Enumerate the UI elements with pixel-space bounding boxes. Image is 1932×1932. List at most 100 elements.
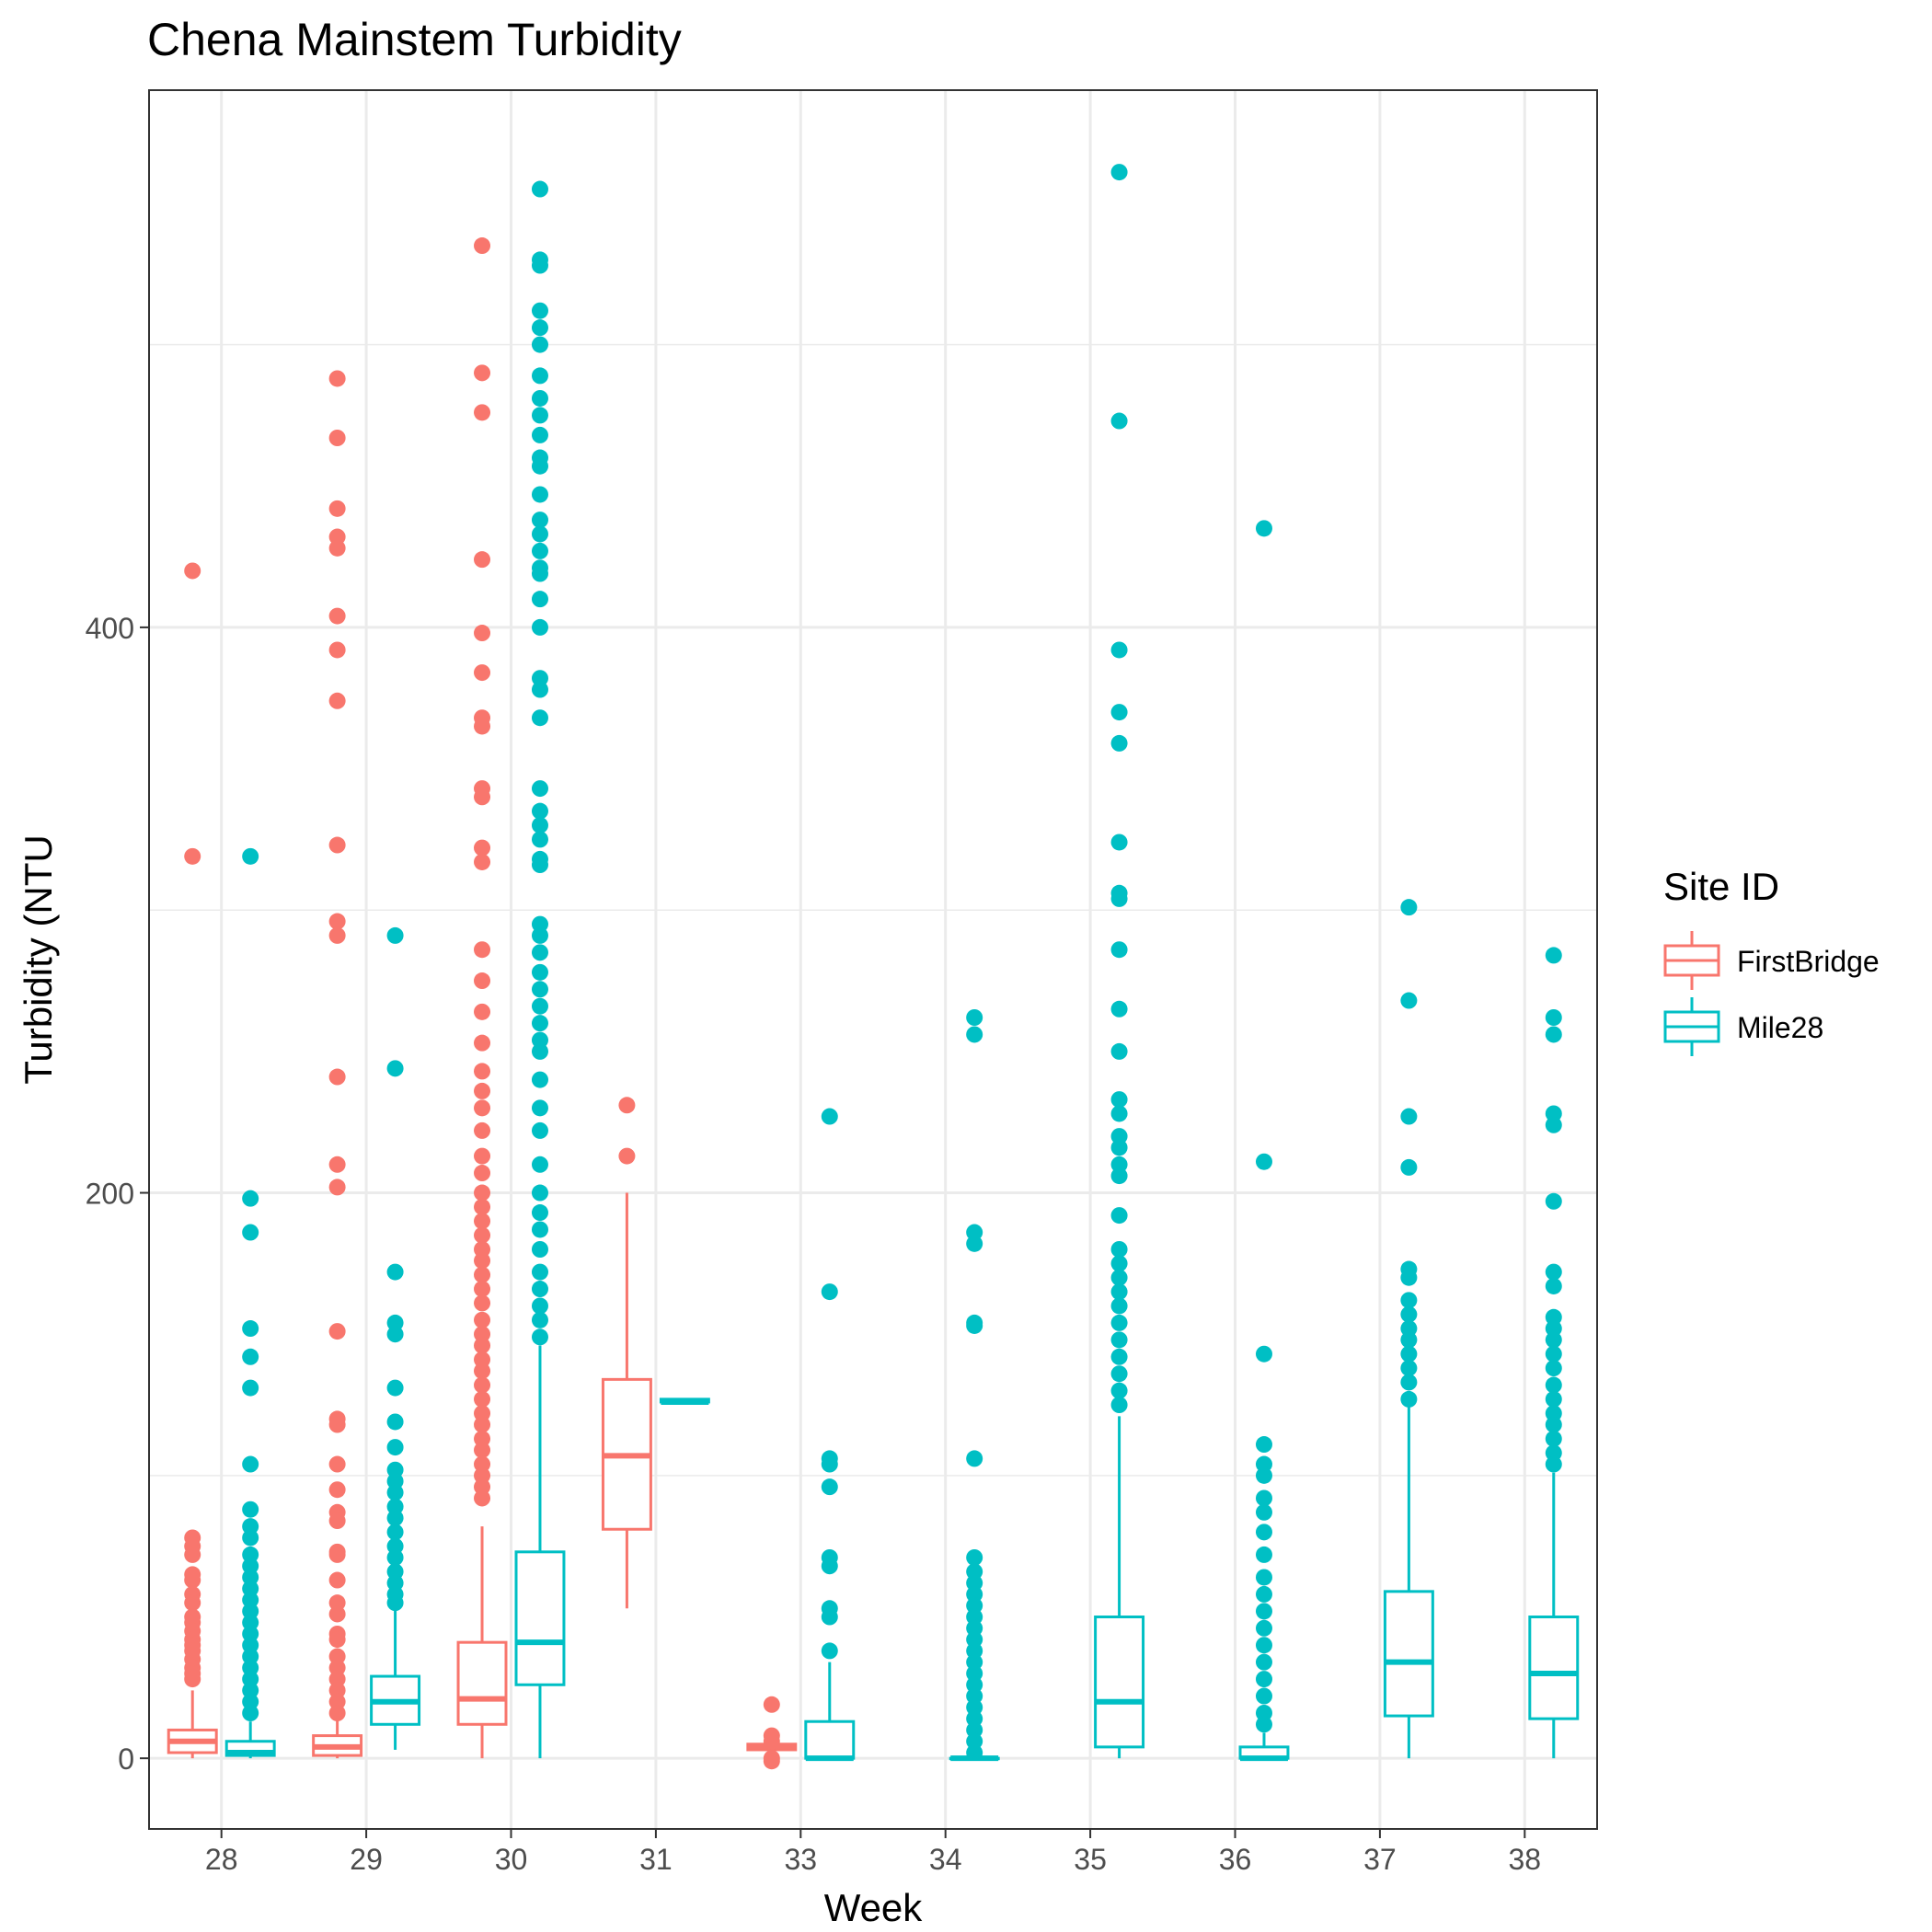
outlier-point [1110,1297,1128,1315]
outlier-point [474,1363,491,1380]
outlier-point [386,1263,404,1281]
outlier-point [531,1263,548,1281]
outlier-point [474,1294,491,1312]
outlier-point [531,367,548,385]
outlier-point [1110,704,1128,721]
outlier-point [763,1753,780,1770]
box-iqr [1383,1590,1434,1718]
outlier-point [531,1328,548,1346]
series-Mile28 [224,164,1580,1762]
box-FirstBridge-week-31 [601,1097,652,1609]
outlier-point [386,926,404,944]
box-Mile28-week-29 [370,926,421,1750]
series-FirstBridge [167,237,798,1770]
outlier-point [328,836,346,854]
outlier-point [184,1546,201,1563]
outlier-point [1110,1314,1128,1331]
outlier-point [1545,1430,1562,1447]
outlier-point [328,1705,346,1721]
x-tick-label: 35 [1074,1843,1107,1876]
outlier-point [1110,1382,1128,1399]
box-FirstBridge-week-33 [746,1696,798,1770]
outlier-point [966,1548,983,1566]
outlier-point [1110,941,1128,959]
outlier-point [474,1121,491,1139]
x-tick-label: 31 [639,1843,673,1876]
outlier-point [474,1226,491,1244]
outlier-point [531,981,548,998]
outlier-point [1545,1416,1562,1433]
outlier-point [1400,1158,1418,1176]
box-Mile28-week-35 [1094,164,1145,1759]
outlier-point [531,1121,548,1139]
outlier-point [386,1060,404,1077]
outlier-point [474,839,491,857]
outlier-point [531,802,548,820]
outlier-point [328,1179,346,1196]
outlier-point [474,853,491,870]
x-tick-label: 37 [1363,1843,1397,1876]
outlier-point [1400,899,1418,916]
y-tick-label: 200 [86,1178,134,1211]
outlier-point [328,913,346,930]
outlier-point [1110,1269,1128,1286]
outlier-point [474,1416,491,1433]
outlier-point [821,1283,838,1301]
outlier-point [474,1281,491,1298]
outlier-point [386,1548,404,1566]
outlier-point [1545,947,1562,964]
outlier-point [474,404,491,421]
outlier-point [531,831,548,848]
outlier-point [328,692,346,709]
outlier-point [1110,1207,1128,1225]
outlier-point [966,1317,983,1334]
outlier-point [1255,1503,1272,1521]
outlier-point [242,1501,259,1518]
outlier-point [328,1631,346,1649]
outlier-point [474,972,491,990]
legend-title: Site ID [1663,865,1779,908]
outlier-point [531,780,548,798]
outlier-point [1110,164,1128,181]
outlier-point [328,1605,346,1623]
x-tick-label: 33 [785,1843,818,1876]
outlier-point [1110,1167,1128,1185]
y-axis: 0 200 400 [86,612,149,1776]
outlier-point [474,625,491,642]
outlier-point [474,1184,491,1202]
outlier-point [1110,890,1128,907]
box-FirstBridge-week-29 [312,370,363,1759]
y-tick-label: 0 [118,1742,134,1776]
outlier-point [1255,1153,1272,1170]
outlier-point [474,1337,491,1354]
outlier-point [966,1744,983,1762]
outlier-point [531,1042,548,1060]
outlier-point [821,1642,838,1660]
outlier-point [531,709,548,727]
outlier-point [618,1147,636,1165]
outlier-point [1110,1139,1128,1156]
plot-panel [148,89,1598,1830]
outlier-point [474,1252,491,1270]
outlier-point [474,1165,491,1182]
outlier-point [821,1108,838,1125]
outlier-point [1110,1283,1128,1301]
outlier-point [328,1156,346,1173]
outlier-point [763,1732,780,1750]
outlier-point [474,1442,491,1459]
outlier-point [531,457,548,475]
outlier-point [1400,1345,1418,1363]
outlier-point [531,1156,548,1173]
outlier-point [531,1071,548,1088]
outlier-point [328,430,346,446]
outlier-point [531,1281,548,1298]
outlier-point [531,486,548,503]
outlier-point [184,1594,201,1612]
outlier-point [474,364,491,382]
outlier-point [1110,1348,1128,1365]
outlier-point [1400,1360,1418,1377]
outlier-point [531,512,548,529]
outlier-point [474,551,491,569]
outlier-point [1255,520,1272,537]
